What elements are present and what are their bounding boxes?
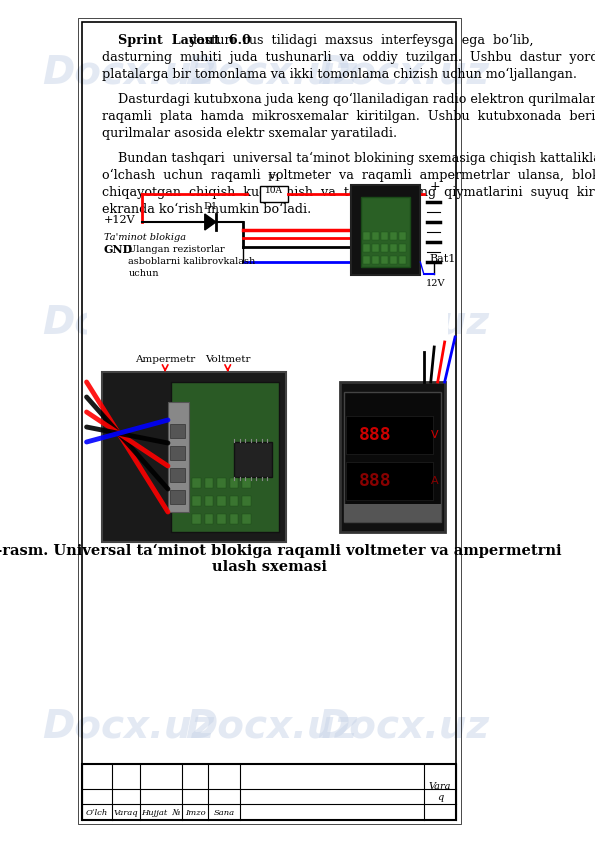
Bar	[364, 256, 369, 264]
Bar	[205, 514, 213, 524]
Text: Imzo: Imzo	[184, 809, 205, 817]
Text: 888: 888	[359, 426, 392, 444]
Text: Docx.uz: Docx.uz	[317, 708, 489, 746]
Bar	[192, 514, 201, 524]
Text: Bundan tashqari  universal ta‘minot blokining sxemasiga chiqish kattaliklarini: Bundan tashqari universal ta‘minot bloki…	[118, 152, 595, 165]
Text: Hujjat  №: Hujjat №	[141, 809, 181, 817]
Bar	[399, 244, 406, 252]
Bar	[217, 496, 226, 506]
Text: dasturi  rus  tilidagi  maxsus  interfeysga  ega  bo‘lib,: dasturi rus tilidagi maxsus interfeysga …	[184, 34, 533, 47]
Text: platalarga bir tomonlama va ikki tomonlama chizish uchun mo‘ljallangan.: platalarga bir tomonlama va ikki tomonla…	[102, 68, 577, 81]
Text: Varaq: Varaq	[114, 809, 139, 817]
Text: raqamli  plata  hamda  mikrosxemalar  kiritilgan.  Ushbu  kutubxonada  berilgan: raqamli plata hamda mikrosxemalar kiriti…	[102, 110, 595, 123]
Bar	[230, 478, 238, 488]
Text: Ampermetr: Ampermetr	[135, 355, 195, 364]
Text: asboblarni kalibrovkalash: asboblarni kalibrovkalash	[129, 257, 256, 265]
Text: Docx.uz: Docx.uz	[185, 303, 357, 341]
Text: ulash sxemasi: ulash sxemasi	[212, 560, 327, 574]
Text: +12V: +12V	[104, 215, 136, 225]
Bar	[344, 504, 441, 522]
Bar	[168, 402, 189, 512]
Text: +: +	[430, 179, 440, 193]
Text: Docx.uz: Docx.uz	[42, 303, 214, 341]
Bar	[170, 490, 185, 504]
Text: Bat1: Bat1	[430, 254, 456, 264]
Bar	[217, 478, 226, 488]
Bar	[170, 424, 185, 438]
Text: Docx.uz: Docx.uz	[42, 708, 214, 746]
Text: Dasturdagi kutubxona juda keng qo‘llaniladigan radio elektron qurilmalar va: Dasturdagi kutubxona juda keng qo‘llanil…	[118, 93, 595, 106]
Bar	[346, 462, 433, 500]
Bar	[399, 232, 406, 240]
Bar	[381, 232, 388, 240]
Bar	[399, 256, 406, 264]
Bar	[261, 186, 288, 202]
Text: Sana: Sana	[214, 809, 234, 817]
Text: O‘lch: O‘lch	[86, 809, 108, 817]
Text: Docx.uz: Docx.uz	[185, 708, 357, 746]
Bar	[381, 244, 388, 252]
Bar	[230, 514, 238, 524]
Text: chiqayotgan  chiqish  kuchlanish  va  tok  kuchining  qiymatlarini  suyuq  kiris: chiqayotgan chiqish kuchlanish va tok ku…	[102, 186, 595, 199]
Bar	[361, 197, 410, 267]
Bar	[192, 496, 201, 506]
Bar	[364, 244, 369, 252]
Text: uchun: uchun	[129, 269, 159, 278]
Text: o‘lchash  uchun  raqamli  voltmeter  va  raqamli  ampermetrlar  ulansa,  blokdan: o‘lchash uchun raqamli voltmeter va raqa…	[102, 169, 595, 182]
Bar	[205, 496, 213, 506]
Text: Docx.uz: Docx.uz	[42, 53, 214, 91]
Bar	[82, 764, 456, 820]
Bar	[390, 244, 397, 252]
Bar	[372, 244, 378, 252]
Text: F1: F1	[267, 174, 281, 183]
Bar	[87, 357, 448, 552]
Text: Ta'minot blokiga: Ta'minot blokiga	[104, 232, 186, 242]
Bar	[381, 256, 388, 264]
Bar	[340, 382, 444, 532]
Text: qurilmalar asosida elektr sxemalar yaratiladi.: qurilmalar asosida elektr sxemalar yarat…	[102, 127, 397, 140]
Text: Vara
q: Vara q	[428, 782, 451, 802]
Text: dasturning  muhiti  juda  tushunarli  va  oddiy  tuzilgan.  Ushbu  dastur  yorda: dasturning muhiti juda tushunarli va odd…	[102, 51, 595, 64]
Bar	[372, 232, 378, 240]
Bar	[192, 478, 201, 488]
Bar	[87, 192, 448, 367]
Text: Docx.uz: Docx.uz	[317, 303, 489, 341]
Bar	[242, 514, 250, 524]
Text: Sprint  Layout  6.0: Sprint Layout 6.0	[118, 34, 250, 47]
Text: GND: GND	[104, 243, 133, 254]
Text: Ulangan rezistorlar: Ulangan rezistorlar	[129, 244, 225, 253]
Bar	[242, 496, 250, 506]
Bar	[344, 392, 441, 522]
Text: 33-rasm. Universal ta‘minot blokiga raqamli voltmeter va ampermetrni: 33-rasm. Universal ta‘minot blokiga raqa…	[0, 544, 562, 558]
Text: Docx.uz: Docx.uz	[317, 53, 489, 91]
Bar	[171, 382, 279, 532]
Text: 888: 888	[359, 472, 392, 490]
Polygon shape	[205, 214, 216, 230]
Bar	[364, 232, 369, 240]
Bar	[351, 185, 420, 275]
Text: Voltmetr: Voltmetr	[205, 355, 250, 364]
Bar	[217, 514, 226, 524]
Bar	[170, 468, 185, 482]
Text: D1: D1	[203, 202, 217, 211]
Bar	[372, 256, 378, 264]
Bar	[102, 372, 286, 542]
Text: A: A	[430, 476, 438, 486]
Text: ekranda ko‘rish mumkin bo‘ladi.: ekranda ko‘rish mumkin bo‘ladi.	[102, 203, 311, 216]
Bar	[205, 478, 213, 488]
Text: 12V: 12V	[426, 279, 446, 288]
Bar	[234, 442, 273, 477]
Bar	[390, 256, 397, 264]
Bar	[170, 446, 185, 460]
Text: Docx.uz: Docx.uz	[185, 53, 357, 91]
Text: V: V	[430, 430, 438, 440]
Text: 10A: 10A	[265, 186, 283, 195]
Bar	[390, 232, 397, 240]
Bar	[346, 416, 433, 454]
Bar	[230, 496, 238, 506]
Bar	[242, 478, 250, 488]
